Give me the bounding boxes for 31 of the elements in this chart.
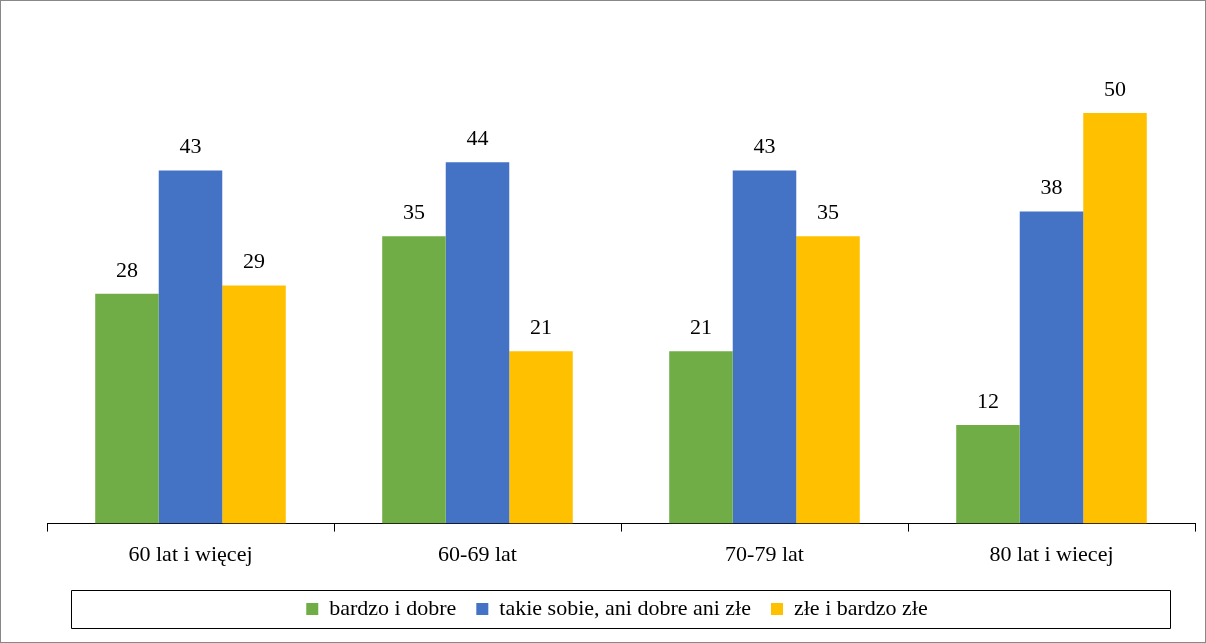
- legend-label: takie sobie, ani dobre ani złe: [499, 594, 751, 620]
- bar: [669, 351, 733, 524]
- data-label: 28: [115, 256, 138, 282]
- legend-label: bardzo i dobre: [329, 594, 457, 620]
- data-label: 43: [753, 133, 776, 159]
- bar: [95, 293, 159, 524]
- bar: [222, 285, 286, 524]
- x-tick-label: 60 lat i więcej: [128, 540, 253, 566]
- bar: [956, 425, 1020, 524]
- data-label: 21: [689, 313, 712, 339]
- bar: [732, 170, 797, 524]
- data-label: 12: [976, 387, 999, 413]
- data-label: 44: [466, 125, 489, 151]
- legend-label: złe i bardzo złe: [793, 594, 928, 620]
- bar: [1019, 211, 1084, 524]
- data-label: 29: [243, 248, 266, 274]
- x-tick-label: 80 lat i wiecej: [989, 540, 1114, 566]
- data-label: 21: [530, 313, 553, 339]
- data-label: 38: [1040, 174, 1063, 200]
- bar: [382, 236, 446, 524]
- data-label: 35: [817, 199, 840, 225]
- bar: [796, 236, 860, 524]
- bar: [158, 170, 223, 524]
- x-tick-label: 60-69 lat: [438, 540, 517, 566]
- data-label: 35: [402, 199, 425, 225]
- bar: [1083, 113, 1147, 524]
- data-label: 43: [179, 133, 202, 159]
- bar: [445, 162, 510, 524]
- x-tick-label: 70-79 lat: [725, 540, 804, 566]
- data-label: 50: [1104, 75, 1127, 101]
- bar: [509, 351, 573, 524]
